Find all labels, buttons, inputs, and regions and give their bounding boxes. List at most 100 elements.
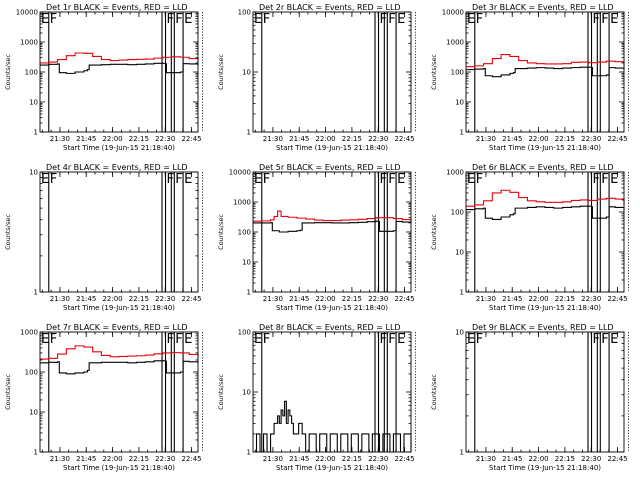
x-tick-label: 22:30 bbox=[581, 455, 601, 463]
flag-letter: F bbox=[263, 332, 270, 347]
y-tick-label: 1000 bbox=[20, 329, 38, 337]
y-tick-label: 1 bbox=[34, 289, 38, 297]
x-tick-label: 21:30 bbox=[263, 295, 283, 303]
plot-frame bbox=[252, 331, 412, 453]
plot-frame bbox=[252, 171, 412, 293]
flag-letter: F bbox=[593, 12, 600, 27]
x-tick-label: 21:45 bbox=[502, 295, 522, 303]
y-tick-label: 1 bbox=[34, 129, 38, 137]
y-tick-label: 100 bbox=[451, 69, 464, 77]
flag-letter: F bbox=[601, 332, 608, 347]
flag-letter: E bbox=[184, 172, 192, 187]
flag-letter: E bbox=[41, 332, 49, 347]
y-tick-label: 1 bbox=[460, 289, 464, 297]
x-tick-label: 22:30 bbox=[368, 295, 388, 303]
flag-letter: F bbox=[593, 332, 600, 347]
flag-letter: E bbox=[467, 12, 475, 27]
flag-letter: E bbox=[254, 332, 262, 347]
flag-letter: E bbox=[397, 12, 405, 27]
panel-det-5r: Det 5r BLACK = Events, RED = LLD Counts/s… bbox=[217, 163, 416, 312]
y-tick-label: 1000 bbox=[233, 199, 251, 207]
flag-letter: E bbox=[610, 332, 618, 347]
flag-letter: E bbox=[467, 172, 475, 187]
x-tick-label: 22:15 bbox=[129, 455, 149, 463]
flag-letter: F bbox=[175, 172, 182, 187]
y-axis-label: Counts/sec bbox=[217, 374, 225, 410]
series-events bbox=[466, 205, 625, 221]
flag-letter: F bbox=[476, 332, 483, 347]
x-tick-label: 22:45 bbox=[394, 295, 414, 303]
y-axis-label: Counts/sec bbox=[4, 214, 12, 250]
panel-det-6r: Det 6r BLACK = Events, RED = LLD Counts/s… bbox=[430, 163, 629, 312]
x-axis-label: Start Time (19-Jun-15 21:18:40) bbox=[489, 464, 601, 472]
y-tick-label: 10 bbox=[242, 259, 251, 267]
flag-letter: F bbox=[388, 172, 395, 187]
plot-title: Det 7r BLACK = Events, RED = LLD bbox=[46, 323, 188, 332]
x-tick-label: 22:45 bbox=[181, 295, 201, 303]
plot-frame bbox=[252, 11, 412, 133]
flag-letter: E bbox=[41, 12, 49, 27]
y-tick-label: 10 bbox=[455, 249, 464, 257]
y-tick-label: 100 bbox=[238, 229, 251, 237]
x-tick-label: 22:45 bbox=[394, 135, 414, 143]
flag-letter: F bbox=[175, 332, 182, 347]
x-tick-label: 21:45 bbox=[502, 455, 522, 463]
y-tick-label: 1 bbox=[247, 129, 251, 137]
flag-letter: E bbox=[397, 172, 405, 187]
flag-letter: F bbox=[388, 12, 395, 27]
flag-letter: E bbox=[397, 332, 405, 347]
y-tick-label: 1 bbox=[247, 289, 251, 297]
x-tick-label: 21:45 bbox=[76, 295, 96, 303]
x-axis-label: Start Time (19-Jun-15 21:18:40) bbox=[63, 144, 175, 152]
x-tick-label: 21:30 bbox=[50, 455, 70, 463]
x-tick-label: 22:15 bbox=[555, 135, 575, 143]
plot-title: Det 1r BLACK = Events, RED = LLD bbox=[46, 3, 188, 12]
plot-frame bbox=[465, 331, 625, 453]
x-tick-label: 22:45 bbox=[607, 295, 627, 303]
flag-letter: E bbox=[610, 172, 618, 187]
flag-letter: E bbox=[467, 332, 475, 347]
x-tick-label: 21:30 bbox=[476, 455, 496, 463]
y-tick-label: 1 bbox=[247, 449, 251, 457]
x-tick-label: 22:30 bbox=[155, 455, 175, 463]
plot-frame bbox=[39, 331, 199, 453]
y-tick-label: 10000 bbox=[16, 9, 38, 17]
flag-letter: F bbox=[601, 12, 608, 27]
x-tick-label: 22:15 bbox=[555, 295, 575, 303]
x-tick-label: 21:45 bbox=[76, 455, 96, 463]
panel-det-3r: Det 3r BLACK = Events, RED = LLD Counts/s… bbox=[430, 3, 629, 152]
x-tick-label: 21:45 bbox=[289, 455, 309, 463]
x-tick-label: 21:45 bbox=[289, 135, 309, 143]
flag-letter: F bbox=[167, 332, 174, 347]
x-tick-label: 21:45 bbox=[502, 135, 522, 143]
x-tick-label: 22:45 bbox=[181, 455, 201, 463]
series-events bbox=[466, 66, 625, 78]
flag-letter: F bbox=[388, 332, 395, 347]
panel-det-7r: Det 7r BLACK = Events, RED = LLD Counts/s… bbox=[4, 323, 203, 472]
y-axis-label: Counts/sec bbox=[4, 54, 12, 90]
x-axis-label: Start Time (19-Jun-15 21:18:40) bbox=[489, 144, 601, 152]
y-tick-label: 1000 bbox=[446, 169, 464, 177]
x-axis-label: Start Time (19-Jun-15 21:18:40) bbox=[276, 304, 388, 312]
y-tick-label: 100 bbox=[238, 9, 251, 17]
plot-title: Det 8r BLACK = Events, RED = LLD bbox=[259, 323, 401, 332]
plot-title: Det 2r BLACK = Events, RED = LLD bbox=[259, 3, 401, 12]
x-tick-label: 22:15 bbox=[555, 455, 575, 463]
flag-letter: E bbox=[610, 12, 618, 27]
flag-letter: F bbox=[175, 12, 182, 27]
series-lld bbox=[466, 54, 625, 68]
plot-title: Det 6r BLACK = Events, RED = LLD bbox=[472, 163, 614, 172]
x-tick-label: 22:15 bbox=[342, 455, 362, 463]
flag-letter: F bbox=[263, 12, 270, 27]
x-axis-label: Start Time (19-Jun-15 21:18:40) bbox=[276, 464, 388, 472]
plot-title: Det 9r BLACK = Events, RED = LLD bbox=[472, 323, 614, 332]
x-tick-label: 21:30 bbox=[50, 135, 70, 143]
flag-letter: E bbox=[254, 172, 262, 187]
series-events bbox=[40, 360, 199, 375]
series-lld bbox=[466, 189, 625, 207]
x-tick-label: 21:30 bbox=[476, 295, 496, 303]
x-axis-label: Start Time (19-Jun-15 21:18:40) bbox=[63, 464, 175, 472]
x-tick-label: 22:00 bbox=[102, 455, 122, 463]
y-tick-label: 1 bbox=[460, 449, 464, 457]
